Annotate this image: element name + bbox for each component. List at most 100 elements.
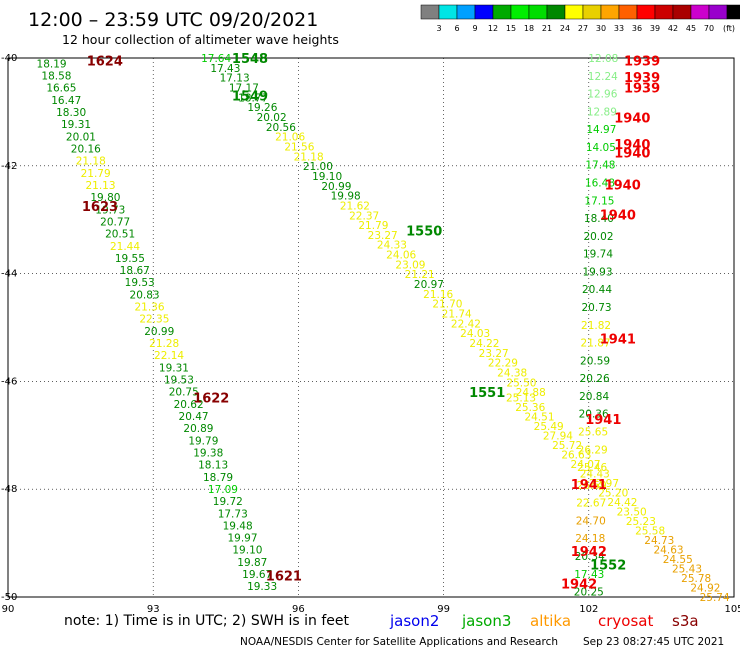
wave-height-label: 24.06 <box>386 250 416 262</box>
altimeter-track-d: 12.08 12.24 12.96 12.89 14.97 14.05 17.48 16.48… <box>574 53 619 599</box>
wave-height-label: 21.18 <box>294 151 324 163</box>
satellite-name-s3a: s3a <box>672 612 699 630</box>
wave-height-label: 25.49 <box>534 421 564 433</box>
pass-number-label: 1942 <box>561 578 597 593</box>
wave-height-label: 19.26 <box>247 102 277 114</box>
satellite-name-cryosat: cryosat <box>598 612 653 630</box>
wave-height-label: 24.63 <box>654 545 684 557</box>
colorbar-swatch <box>420 4 440 20</box>
y-tick-label: -50 <box>1 592 17 603</box>
wave-height-label: 26.59 <box>577 480 607 492</box>
wave-height-label: 20.26 <box>580 373 610 385</box>
y-tick-label: -44 <box>1 269 17 280</box>
pass-number-label: 1940 <box>614 146 650 161</box>
wave-height-label: 25.13 <box>506 393 536 405</box>
wave-height-label: 20.34 <box>575 551 605 563</box>
colorbar-swatch <box>438 4 458 20</box>
wave-height-label: 18.58 <box>41 71 71 83</box>
x-tick-label: 102 <box>579 604 598 615</box>
y-tick-label: -40 <box>1 53 17 64</box>
colorbar-swatch <box>618 4 638 20</box>
wave-height-label: 22.67 <box>576 498 606 510</box>
wave-height-label: 24.43 <box>580 469 610 481</box>
wave-height-label: 19.72 <box>213 496 243 508</box>
wave-height-label: 24.33 <box>377 240 407 252</box>
wave-height-label: 14.05 <box>586 142 616 154</box>
wave-height-label: 21.82 <box>581 320 611 332</box>
wave-height-label: 19.33 <box>247 581 277 593</box>
wave-height-label: 24.18 <box>575 533 605 545</box>
wave-height-label: 17.15 <box>584 195 614 207</box>
wave-height-label: 20.56 <box>266 122 296 134</box>
wave-height-label: 22.42 <box>451 318 481 330</box>
colorbar-swatch <box>600 4 620 20</box>
wave-height-label: 18.79 <box>203 472 233 484</box>
wave-height-label: 21.21 <box>405 269 435 281</box>
wave-height-label: 12.24 <box>588 71 618 83</box>
wave-height-label: 16.47 <box>51 95 81 107</box>
pass-number-label: 1623 <box>82 200 118 215</box>
colorbar-swatch <box>708 4 728 20</box>
wave-height-label: 21.79 <box>358 220 388 232</box>
colorbar-swatch <box>582 4 602 20</box>
wave-height-label: 25.65 <box>578 427 608 439</box>
colorbar-swatch <box>690 4 710 20</box>
x-tick-label: 90 <box>2 604 15 615</box>
y-tick-label: -46 <box>1 376 17 387</box>
wave-height-label: 24.70 <box>576 515 606 527</box>
wave-height-label: 26.63 <box>561 450 591 462</box>
wave-height-label: 20.97 <box>414 279 444 291</box>
wave-height-label: 19.79 <box>188 435 218 447</box>
wave-height-label: 12.08 <box>588 53 618 65</box>
page-title: 12:00 – 23:59 UTC 09/20/2021 <box>28 9 318 31</box>
wave-height-label: 21.56 <box>284 141 314 153</box>
wave-height-label: 24.73 <box>644 535 674 547</box>
wave-height-label: 16.65 <box>46 83 76 95</box>
wave-height-label: 19.48 <box>223 520 253 532</box>
pass-number-label: 1624 <box>87 55 123 70</box>
wave-height-label: 17.64 <box>201 53 231 65</box>
wave-height-label: 20.99 <box>321 181 351 193</box>
colorbar-label: 24 <box>560 24 570 33</box>
colorbar-swatch <box>546 4 566 20</box>
colorbar-label: 18 <box>524 24 534 33</box>
wave-height-label: 26.29 <box>578 444 608 456</box>
colorbar-label: 42 <box>668 24 678 33</box>
wave-height-label: 22.35 <box>139 314 169 326</box>
wave-height-label: 21.13 <box>85 180 115 192</box>
pass-labels: 1624 1623 1622 1621 1548 1549 1550 1551 1552 1939… <box>82 52 660 593</box>
pass-number-label: 1621 <box>266 569 302 584</box>
wave-height-label: 19.87 <box>237 557 267 569</box>
wave-height-label: 23.50 <box>617 507 647 519</box>
wave-height-label: 21.87 <box>581 338 611 350</box>
colorbar-label: 70 <box>704 24 714 33</box>
colorbar-swatch <box>726 4 740 20</box>
wave-height-label: 22.14 <box>154 350 184 362</box>
colorbar-swatch <box>474 4 494 20</box>
pass-number-label: 1941 <box>600 332 636 347</box>
wave-height-label: 25.78 <box>681 573 711 585</box>
pass-number-label: 1940 <box>600 208 636 223</box>
x-tick-label: 105 <box>724 604 740 615</box>
wave-height-label: 24.42 <box>607 497 637 509</box>
pass-number-label: 1940 <box>605 179 641 194</box>
wave-height-label: 20.47 <box>179 411 209 423</box>
wave-height-label: 17.73 <box>218 508 248 520</box>
wave-height-label: 23.09 <box>395 259 425 271</box>
wave-height-label: 19.67 <box>242 569 272 581</box>
wave-height-label: 23.27 <box>368 230 398 242</box>
y-tick-label: -48 <box>1 484 17 495</box>
colorbar-swatch <box>510 4 530 20</box>
wave-height-label: 21.70 <box>432 299 462 311</box>
wave-height-label: 25.36 <box>515 402 545 414</box>
pass-number-label: 1939 <box>624 82 660 97</box>
satellite-name-altika: altika <box>530 612 571 630</box>
wave-height-label: 25.43 <box>672 564 702 576</box>
wave-height-label: 20.89 <box>183 423 213 435</box>
credit-text: NOAA/NESDIS Center for Satellite Applica… <box>240 636 558 648</box>
colorbar-label: 33 <box>614 24 624 33</box>
wave-height-label: 24.55 <box>663 554 693 566</box>
wave-height-label: 21.00 <box>303 161 333 173</box>
wave-height-label: 24.51 <box>524 412 554 424</box>
wave-height-label: 23.27 <box>479 348 509 360</box>
